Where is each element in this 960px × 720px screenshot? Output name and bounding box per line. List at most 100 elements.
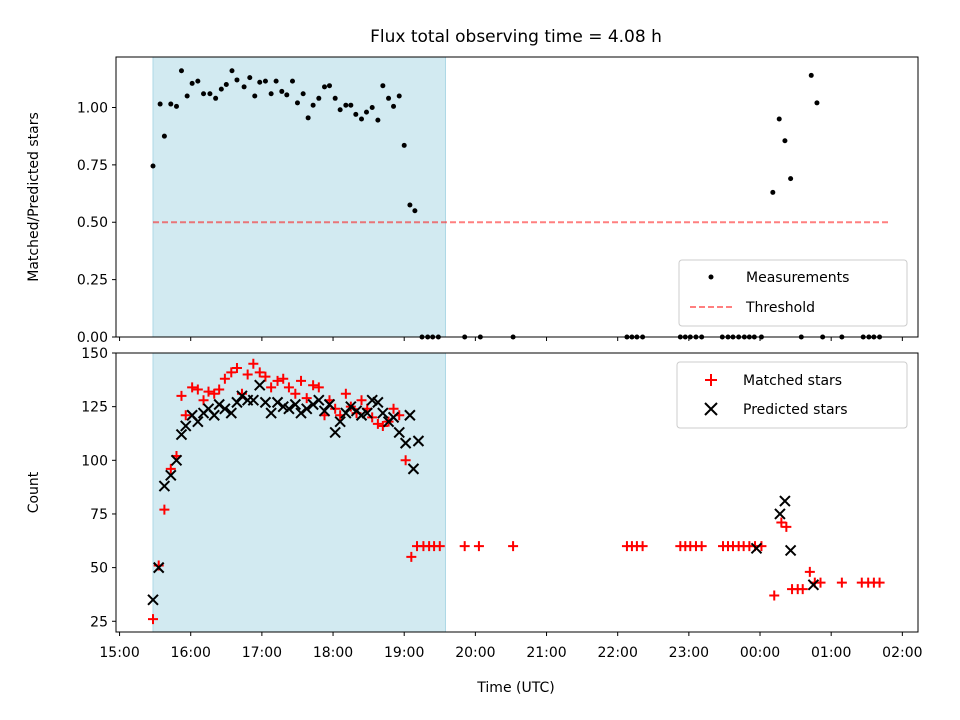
measurement-point — [294, 100, 300, 106]
ratio-observing-span — [152, 56, 446, 338]
measurement-point — [343, 102, 349, 108]
y-tick-label: 0.75 — [77, 158, 108, 174]
matched-star-point — [781, 521, 792, 532]
measurement-point — [380, 83, 386, 89]
count-marks — [147, 358, 885, 625]
matched-star-point — [214, 384, 225, 395]
predicted-star-point — [377, 407, 389, 419]
predicted-star-point — [329, 426, 341, 439]
measurement-point — [213, 95, 219, 101]
y-tick-label: 0.50 — [77, 215, 108, 231]
measurement-point — [770, 189, 776, 195]
predicted-star-point — [165, 469, 177, 482]
x-tick-label: 19:00 — [384, 645, 424, 661]
x-tick-label: 21:00 — [526, 645, 566, 661]
measurement-point — [241, 84, 247, 90]
count-observing-span — [152, 352, 446, 633]
matched-star-point — [266, 382, 277, 393]
y-tick-label: 50 — [90, 561, 108, 577]
measurement-point — [218, 86, 224, 92]
measurement-point — [386, 95, 392, 101]
predicted-star-point — [301, 403, 313, 415]
measurement-point — [161, 133, 167, 139]
x-tick-label: 01:00 — [811, 645, 851, 661]
matched-star-point — [388, 403, 399, 414]
measurement-point — [157, 101, 163, 107]
y-tick-label: 0.25 — [77, 273, 108, 289]
measurement-point — [189, 80, 195, 86]
predicted-star-point — [387, 411, 400, 424]
measurement-point — [195, 78, 201, 84]
matched-star-point — [313, 382, 324, 393]
x-tick-label: 22:00 — [598, 645, 638, 661]
matched-star-point — [296, 375, 307, 386]
predicted-star-point — [779, 495, 791, 507]
predicted-star-point — [340, 407, 352, 419]
predicted-star-point — [265, 407, 277, 419]
measurement-point — [407, 202, 413, 208]
predicted-star-point — [318, 405, 331, 417]
count-panel: 25 50 75 100 125 150 15:00 16:00 17:00 18:00 19:0… — [26, 346, 923, 696]
predicted-star-point — [219, 403, 231, 415]
count-legend: Matched stars Predicted stars — [676, 361, 908, 429]
measurement-point — [257, 79, 263, 85]
matched-star-point — [696, 541, 707, 552]
matched-star-point — [804, 566, 815, 577]
matched-star-point — [159, 504, 170, 515]
measurement-point — [173, 103, 179, 109]
matched-star-point — [203, 386, 214, 397]
predicted-star-point — [170, 454, 183, 467]
predicted-star-point — [289, 398, 302, 411]
ratio-x-ticks — [119, 337, 903, 341]
measurement-point — [184, 93, 190, 99]
measurement-point — [207, 91, 213, 97]
matched-star-point — [180, 410, 191, 421]
predicted-star-point — [807, 579, 820, 591]
matched-star-point — [192, 384, 203, 395]
matched-star-point — [836, 577, 847, 588]
matched-star-point — [400, 455, 411, 466]
measurement-point — [782, 138, 788, 144]
measurement-point — [150, 163, 156, 169]
matched-star-point — [226, 367, 237, 378]
predicted-star-point — [412, 435, 425, 447]
measurement-point — [375, 117, 381, 123]
measurement-point — [201, 91, 207, 97]
matched-star-point — [406, 551, 417, 562]
matched-star-point — [340, 388, 351, 399]
x-tick-label: 00:00 — [740, 645, 780, 661]
matched-star-point — [187, 382, 198, 393]
y-tick-label: 0.00 — [77, 330, 108, 346]
y-tick-label: 75 — [90, 507, 108, 523]
ratio-y-axis-label: Matched/Predicted stars — [26, 112, 42, 282]
matched-star-point — [198, 395, 209, 406]
legend-matched-label: Matched stars — [743, 373, 842, 389]
measurement-point — [788, 176, 794, 182]
predicted-star-point — [180, 420, 192, 432]
predicted-star-point — [175, 428, 188, 441]
count-legend-box — [676, 361, 908, 429]
legend-measurements-marker — [708, 274, 714, 280]
matched-star-point — [283, 382, 294, 393]
predicted-star-point — [192, 415, 204, 428]
x-tick-label: 15:00 — [99, 645, 139, 661]
measurement-point — [268, 91, 274, 97]
matched-star-point — [372, 418, 383, 429]
matched-star-point — [301, 393, 312, 404]
predicted-star-point — [784, 544, 797, 557]
measurement-point — [337, 107, 343, 113]
x-tick-label: 23:00 — [669, 645, 709, 661]
measurement-point — [363, 109, 369, 115]
predicted-star-point — [147, 594, 159, 606]
legend-predicted-label: Predicted stars — [743, 402, 848, 418]
matched-star-point — [356, 395, 367, 406]
measurement-point — [284, 92, 290, 98]
measurement-point — [316, 95, 322, 101]
measurement-point — [369, 104, 375, 110]
measurement-point — [326, 83, 332, 89]
matched-star-point — [308, 380, 319, 391]
count-y-axis-label: Count — [26, 471, 42, 513]
measurement-point — [348, 102, 354, 108]
